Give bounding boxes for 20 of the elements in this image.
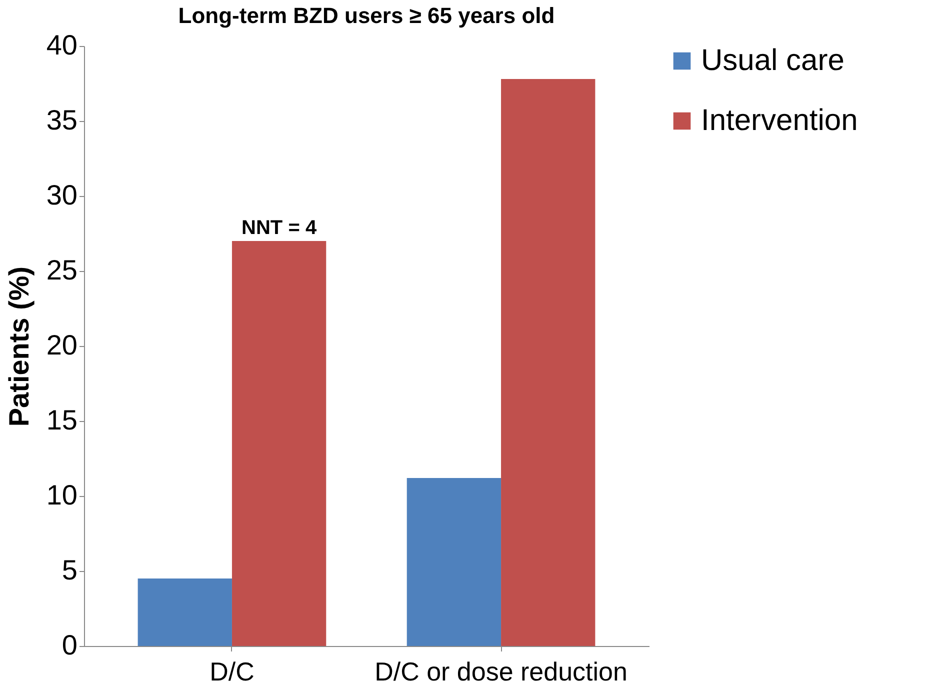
bar [406,478,502,646]
bar [232,241,326,646]
y-tick-label: 15 [46,404,78,436]
legend-label: Intervention [701,104,858,137]
y-tick-label: 10 [46,480,78,510]
x-tick-label: D/C or dose reduction [374,656,628,686]
bar [501,79,596,646]
chart-title: Long-term BZD users ≥ 65 years old [178,3,555,28]
x-tick-label: D/C [210,656,254,686]
y-tick-label: 30 [46,180,78,210]
y-tick-label: 0 [62,630,78,660]
bar [138,578,232,646]
annotation: NNT = 4 [242,217,318,239]
legend-label: Usual care [701,44,844,77]
y-tick-label: 35 [46,104,78,136]
y-tick-label: 20 [46,330,78,360]
y-axis-title: Patients (%) [3,266,34,427]
y-tick-label: 40 [46,30,78,60]
y-tick-label: 25 [46,254,78,286]
y-tick-label: 5 [62,554,78,586]
